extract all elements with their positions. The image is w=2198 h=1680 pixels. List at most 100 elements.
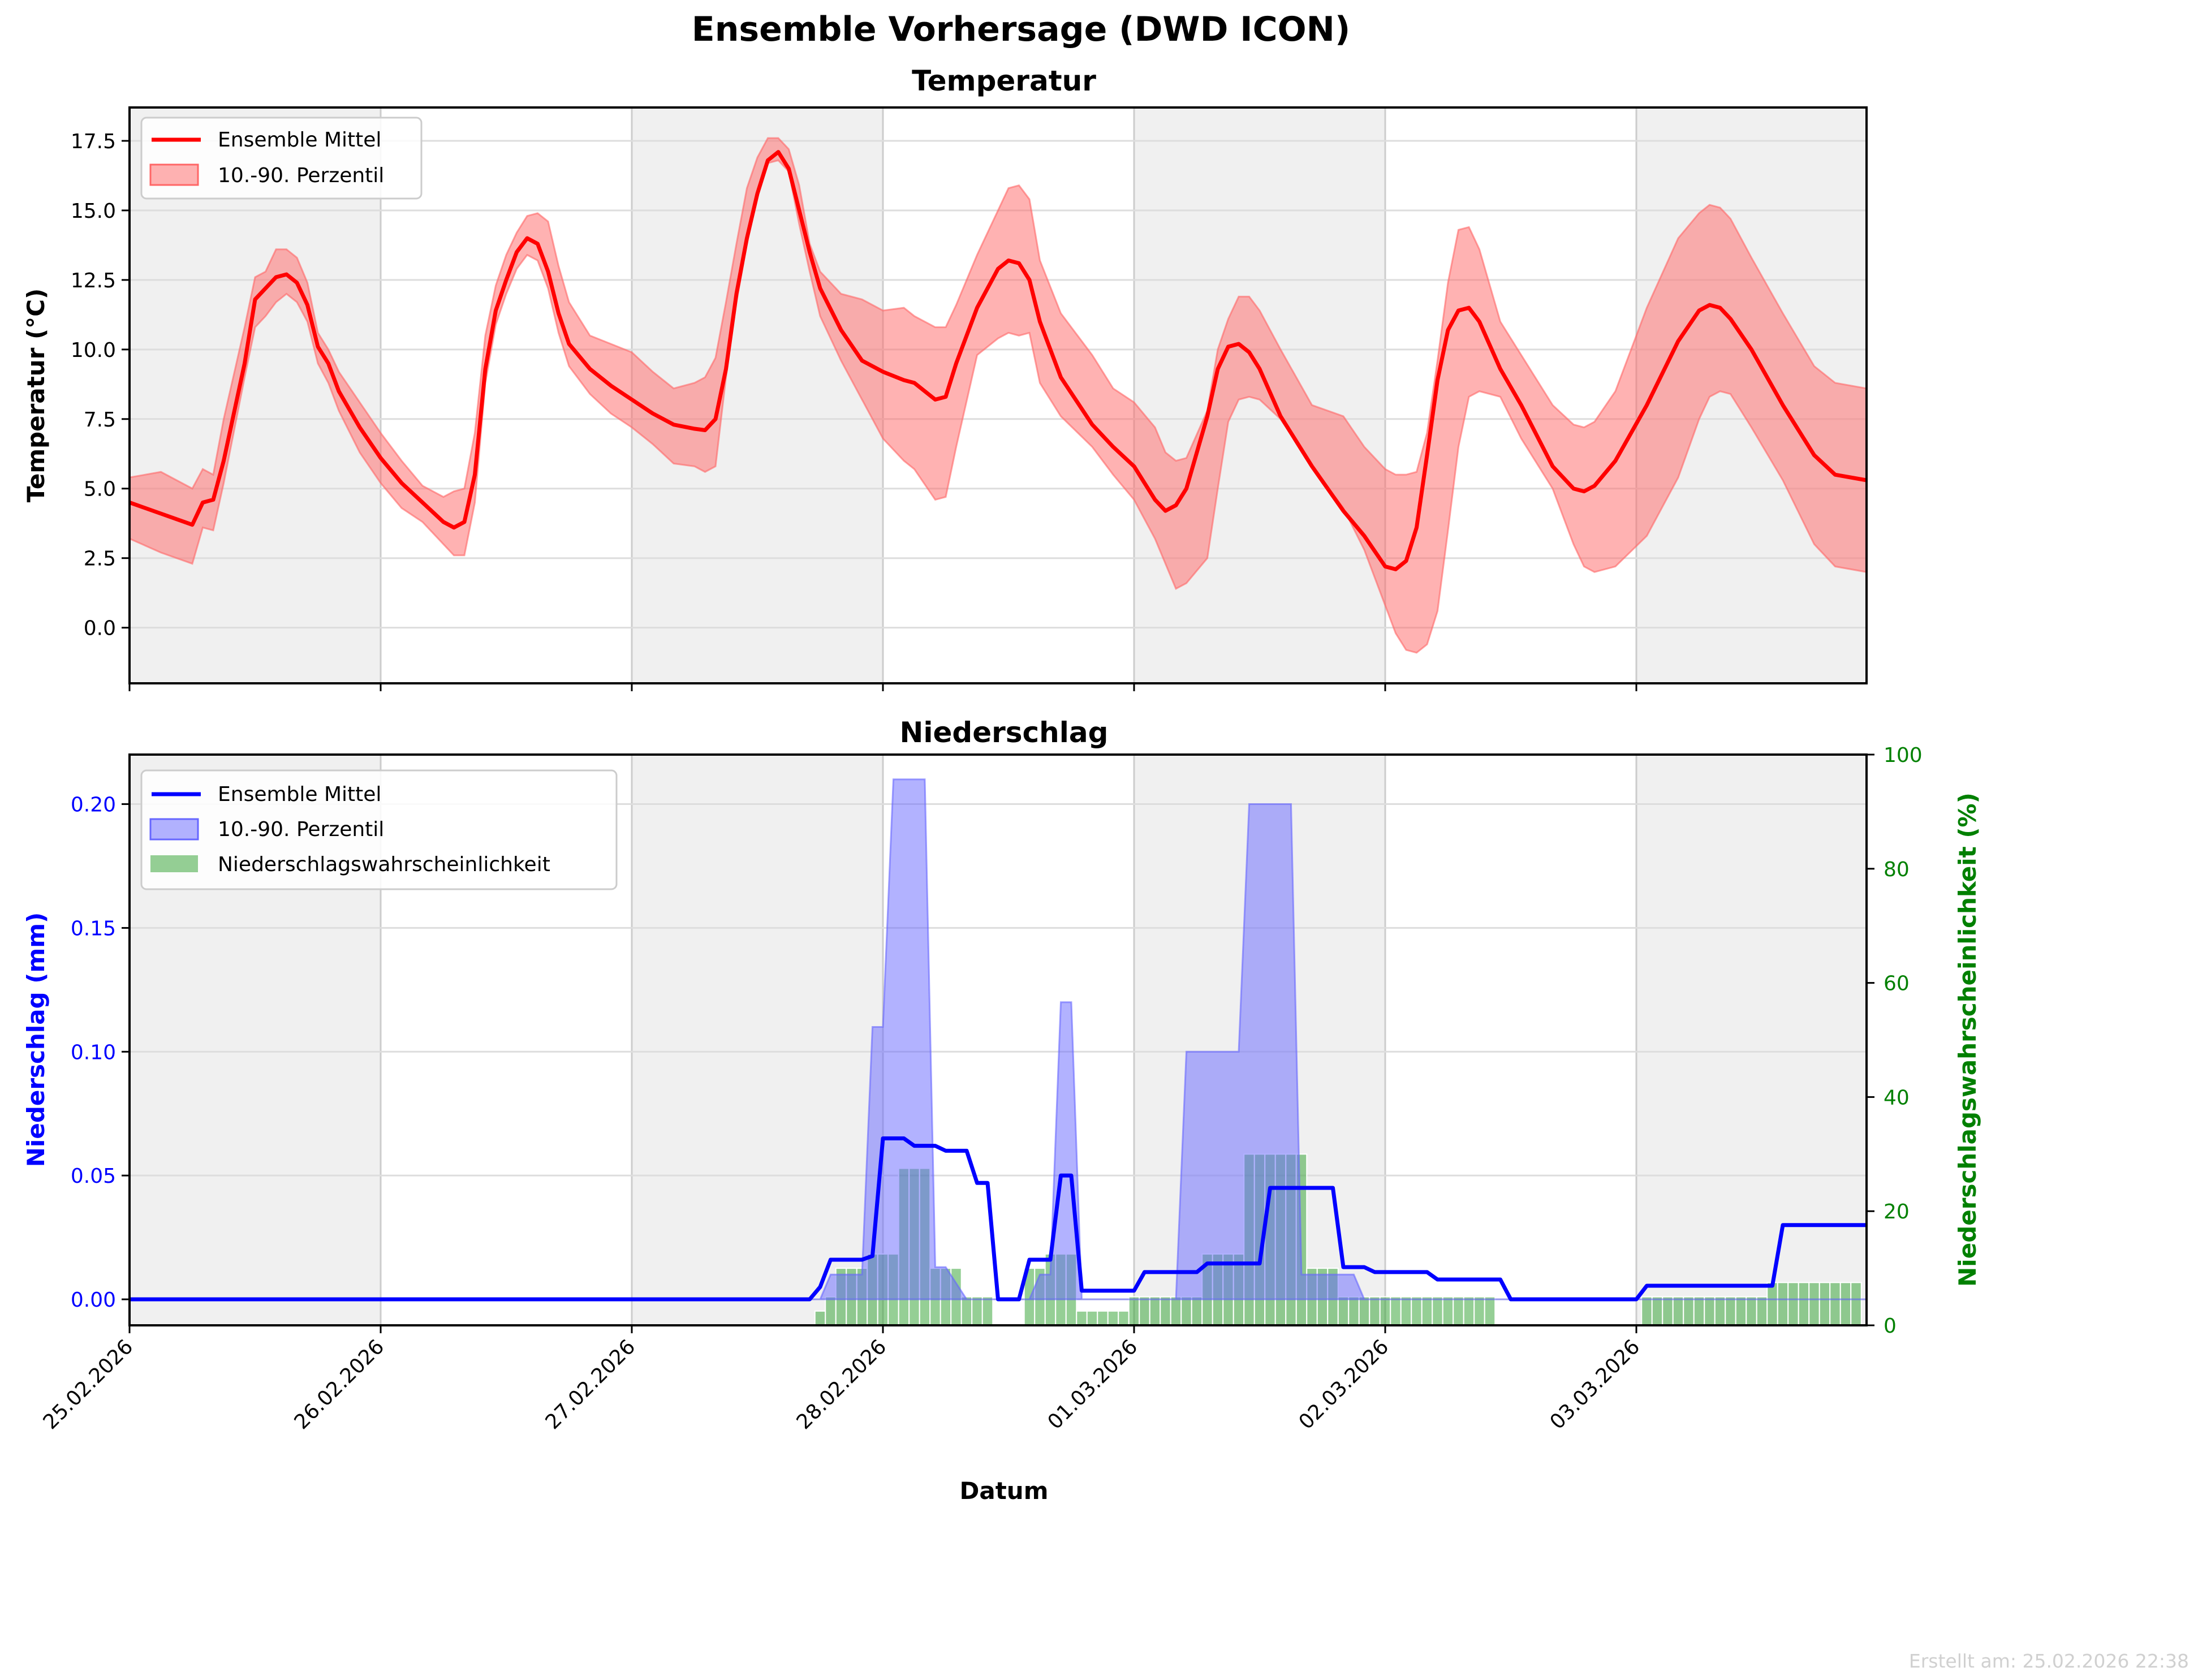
x-tick-label: 26.02.2026: [290, 1335, 389, 1434]
probability-y-axis-label: Niederschlagswahrscheinlichkeit (%): [1954, 792, 1981, 1287]
temperature-mean-line: [128, 150, 1867, 571]
probability-bar: [1348, 1296, 1360, 1326]
probability-bar: [1662, 1296, 1674, 1326]
probability-bar: [1118, 1310, 1130, 1326]
probability-bar: [1432, 1296, 1443, 1326]
probability-bar: [1369, 1296, 1381, 1326]
temperature-plot-frame: [128, 106, 1868, 684]
precipitation-panel: Niederschlag 0.00 0.05 0.10 0.15 0.20 0 20 40 6…: [22, 716, 1981, 1505]
y-tick-label: 12.5: [71, 269, 116, 292]
y-tick-label: 0.20: [71, 794, 116, 817]
y-tick-label: 2.5: [84, 548, 116, 571]
right-y-tick-label: 100: [1884, 744, 1923, 767]
y-tick-label: 15.0: [71, 200, 116, 223]
day-shade: [1385, 755, 1636, 1325]
temperature-panel-title: Temperatur: [912, 64, 1096, 97]
y-tick-label: 0.0: [84, 617, 116, 640]
legend-probability-swatch: [150, 855, 198, 872]
probability-bar: [1453, 1296, 1464, 1326]
probability-bar: [814, 1310, 826, 1326]
created-timestamp: Erstellt am: 25.02.2026 22:38: [1908, 1650, 2189, 1672]
day-shade: [632, 755, 883, 1325]
probability-bar: [1798, 1282, 1810, 1326]
y-tick-label: 7.5: [84, 408, 116, 432]
precipitation-legend: Ensemble Mittel 10.-90. Perzentil Nieder…: [140, 769, 618, 890]
x-tick-label: 27.02.2026: [541, 1335, 640, 1434]
temperature-y-axis-label: Temperatur (°C): [22, 288, 50, 502]
probability-bar: [1818, 1282, 1831, 1326]
probability-bar: [1746, 1296, 1757, 1326]
legend-probability-label: Niederschlagswahrscheinlichkeit: [218, 853, 550, 876]
y-tick-label: 0.05: [71, 1165, 116, 1188]
precipitation-mean-line: [130, 1136, 1867, 1302]
legend-mean-label: Ensemble Mittel: [218, 128, 381, 152]
probability-bar: [1756, 1296, 1768, 1326]
y-tick-label: 0.00: [71, 1289, 116, 1312]
probability-bar: [1714, 1296, 1726, 1326]
y-tick-label: 0.15: [71, 917, 116, 940]
probability-bar: [1683, 1296, 1695, 1326]
probability-bar: [1473, 1296, 1485, 1326]
day-shade: [1636, 755, 1867, 1325]
probability-bar: [1180, 1296, 1192, 1326]
right-y-tick-label: 20: [1884, 1200, 1910, 1224]
probability-bar: [1149, 1296, 1161, 1326]
probability-bar: [1107, 1310, 1119, 1326]
legend-precip-percentile-label: 10.-90. Perzentil: [218, 818, 384, 841]
probability-bar: [1160, 1296, 1171, 1326]
probability-bar: [1839, 1282, 1852, 1326]
day-shade: [381, 107, 632, 683]
probability-bar: [1379, 1296, 1391, 1326]
y-tick-label: 10.0: [71, 339, 116, 362]
x-tick-label: 02.03.2026: [1295, 1335, 1394, 1434]
probability-bar: [1170, 1296, 1182, 1326]
probability-bar: [1766, 1282, 1778, 1326]
probability-bar: [1850, 1282, 1862, 1326]
probability-bar: [1442, 1296, 1454, 1326]
y-tick-label: 0.10: [71, 1041, 116, 1064]
probability-bar: [1704, 1296, 1716, 1326]
probability-bar: [1725, 1296, 1736, 1326]
probability-bar: [1097, 1310, 1109, 1326]
legend-precip-mean-label: Ensemble Mittel: [218, 783, 381, 806]
probability-bar: [1735, 1296, 1747, 1326]
probability-bar: [1808, 1282, 1820, 1326]
probability-bar: [971, 1296, 983, 1326]
temperature-legend: Ensemble Mittel 10.-90. Perzentil: [140, 117, 423, 200]
x-tick-label: 01.03.2026: [1044, 1335, 1143, 1434]
probability-bar: [1390, 1296, 1402, 1326]
temperature-panel: Temperatur 0.02.55.07.510.012.515.017.5 …: [22, 64, 1868, 691]
legend-percentile-swatch: [149, 163, 199, 186]
figure-title: Ensemble Vorhersage (DWD ICON): [692, 10, 1351, 49]
probability-bar: [1086, 1310, 1098, 1326]
precipitation-panel-title: Niederschlag: [900, 716, 1109, 749]
probability-bar: [960, 1296, 973, 1326]
probability-bar: [825, 1296, 837, 1326]
x-tick-label: 25.02.2026: [39, 1335, 138, 1434]
legend-precip-percentile-swatch: [149, 818, 199, 841]
probability-bar: [1787, 1282, 1799, 1326]
probability-bar: [1191, 1296, 1203, 1326]
right-y-tick-label: 80: [1884, 858, 1910, 881]
probability-bar: [1641, 1296, 1653, 1326]
probability-bar: [1693, 1296, 1705, 1326]
probability-bar: [1128, 1296, 1140, 1326]
right-y-tick-label: 60: [1884, 972, 1910, 996]
probability-bar: [1076, 1310, 1088, 1326]
probability-bar: [1463, 1296, 1475, 1326]
probability-bar: [1400, 1296, 1412, 1326]
probability-bar: [1358, 1296, 1370, 1326]
precipitation-percentile-band: [130, 778, 1867, 1300]
x-tick-label: 28.02.2026: [792, 1335, 891, 1434]
probability-bar: [981, 1296, 994, 1326]
probability-bar: [1829, 1282, 1841, 1326]
probability-bar: [1337, 1296, 1350, 1326]
probability-bar: [1672, 1296, 1684, 1326]
y-tick-label: 17.5: [71, 130, 116, 153]
probability-bar: [1421, 1296, 1433, 1326]
probability-bar: [1484, 1296, 1496, 1326]
probability-bar: [1777, 1282, 1789, 1326]
probability-bar: [1139, 1296, 1150, 1326]
probability-bar: [1651, 1296, 1663, 1326]
